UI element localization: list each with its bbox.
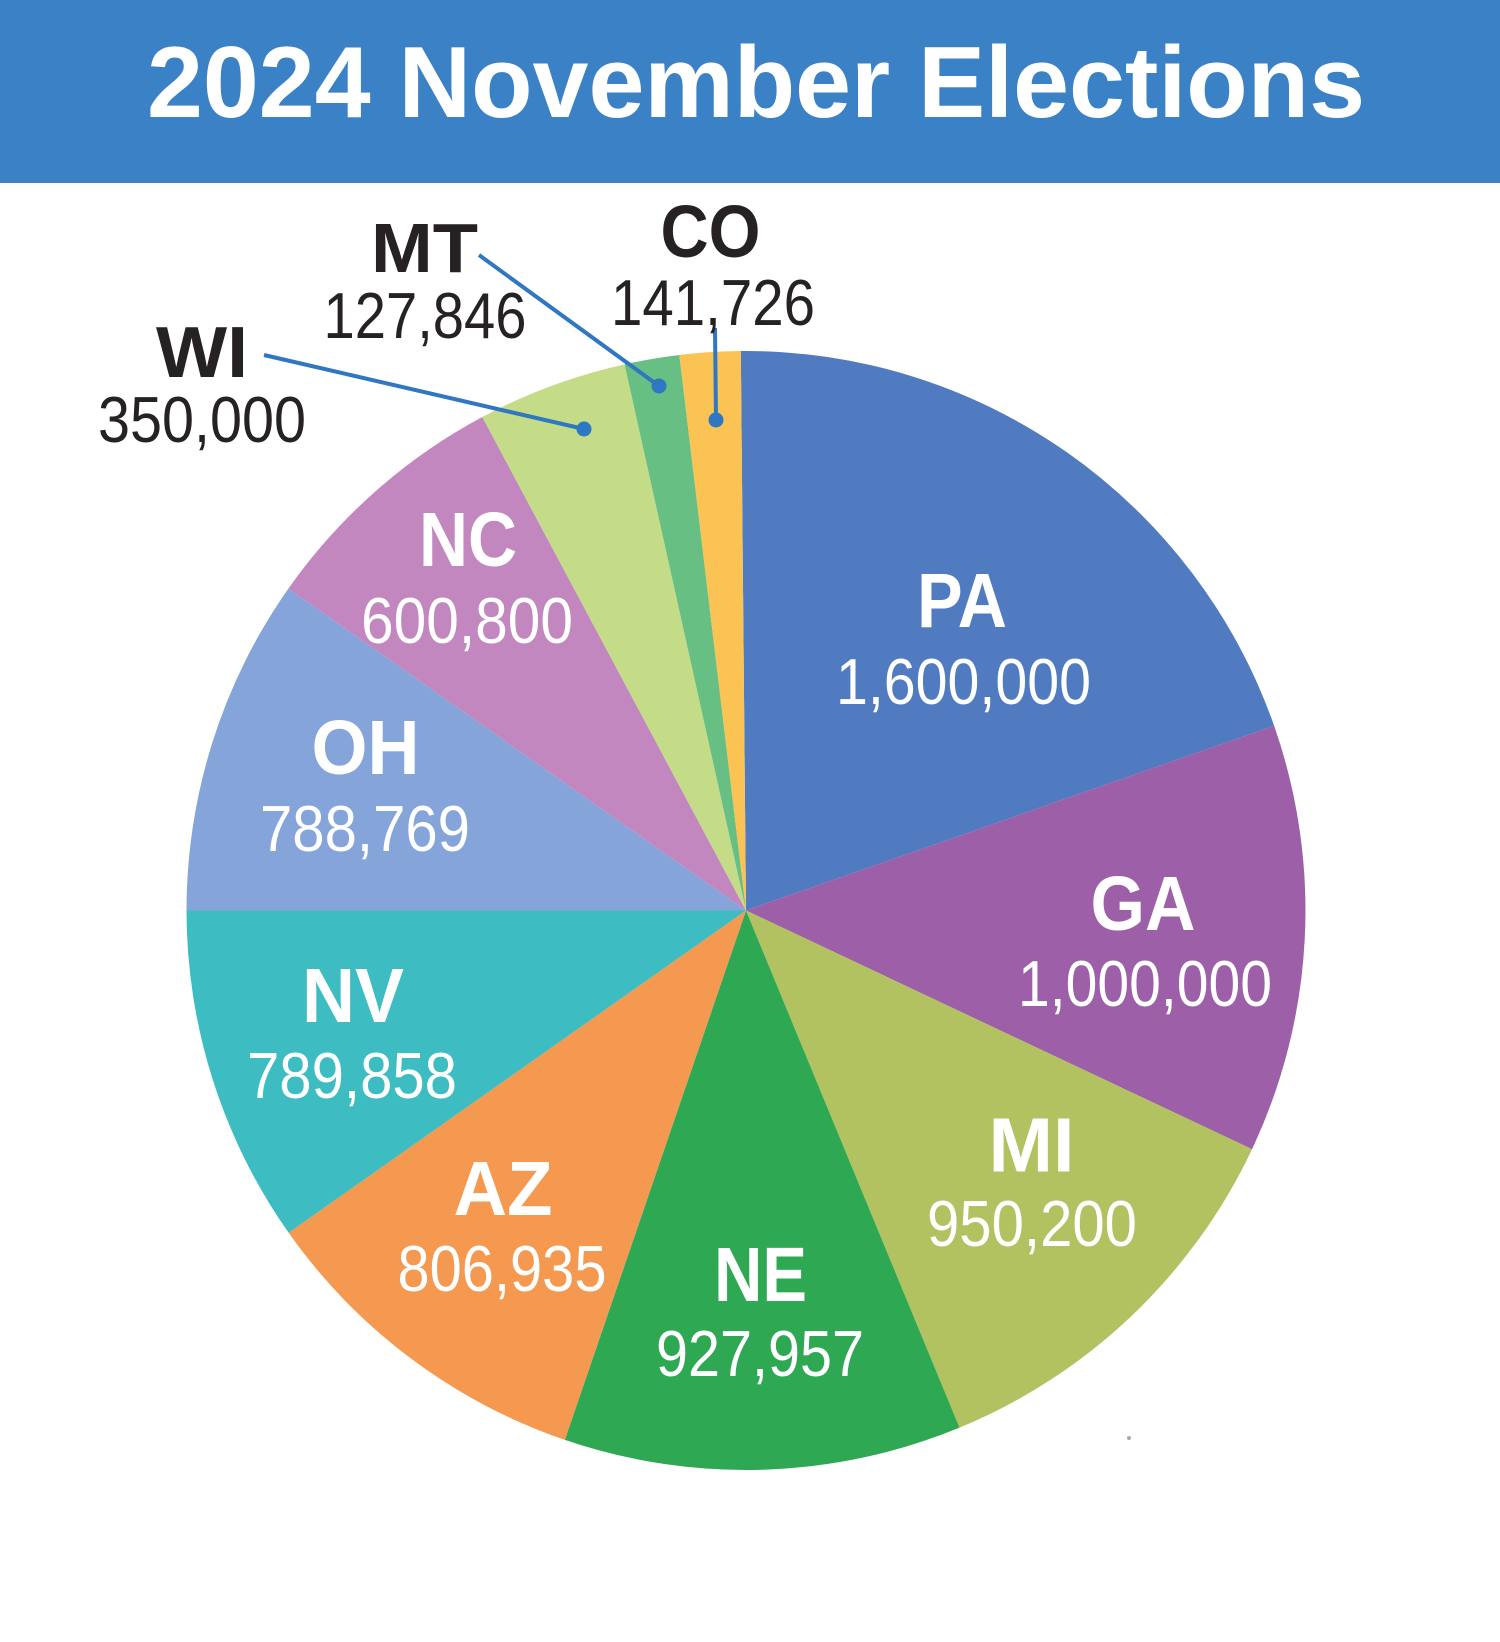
svg-text:1,000,000: 1,000,000 <box>1018 947 1272 1020</box>
svg-text:789,858: 789,858 <box>247 1039 457 1112</box>
svg-text:MT: MT <box>371 209 478 287</box>
svg-text:WI: WI <box>156 313 248 393</box>
svg-text:1,600,000: 1,600,000 <box>836 645 1091 718</box>
svg-text:PA: PA <box>917 558 1007 644</box>
svg-text:2024 November Elections: 2024 November Elections <box>147 27 1365 139</box>
svg-text:NV: NV <box>302 953 404 1039</box>
svg-text:788,769: 788,769 <box>260 792 470 865</box>
svg-text:600,800: 600,800 <box>361 584 573 657</box>
svg-text:CO: CO <box>661 190 761 273</box>
svg-text:OH: OH <box>312 705 420 791</box>
svg-text:GA: GA <box>1091 861 1196 947</box>
svg-text:AZ: AZ <box>454 1146 553 1232</box>
svg-text:927,957: 927,957 <box>656 1317 864 1390</box>
svg-text:950,200: 950,200 <box>927 1187 1137 1260</box>
svg-text:NC: NC <box>419 497 517 583</box>
svg-text:806,935: 806,935 <box>398 1232 607 1305</box>
svg-text:127,846: 127,846 <box>324 279 527 352</box>
svg-text:MI: MI <box>989 1103 1075 1189</box>
svg-text:350,000: 350,000 <box>98 383 306 456</box>
svg-text:141,726: 141,726 <box>611 266 815 339</box>
svg-text:NE: NE <box>714 1232 807 1318</box>
